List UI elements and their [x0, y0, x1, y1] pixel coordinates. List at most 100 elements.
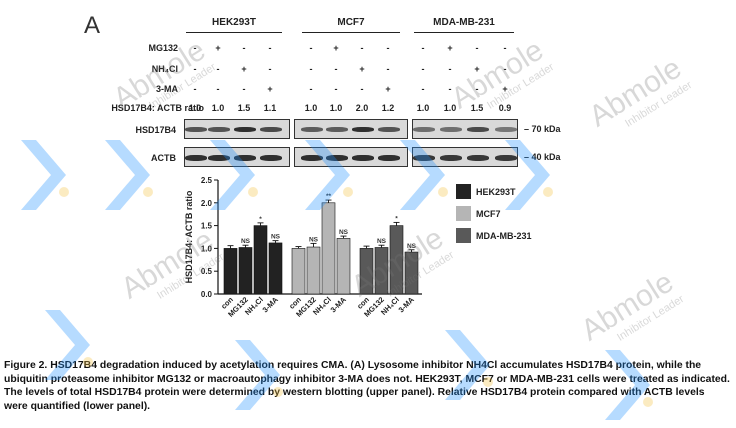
blot-panel [412, 119, 518, 139]
blot-band [495, 127, 517, 132]
blot-panel [184, 147, 290, 167]
treatment-cell: - [334, 64, 338, 74]
cell-line-underline [186, 32, 282, 33]
bar [359, 248, 374, 295]
blot-band [208, 127, 230, 132]
blot-band [352, 127, 374, 132]
treatment-cell: - [386, 43, 390, 53]
treatment-cell: - [503, 43, 507, 53]
treatment-cell: + [474, 64, 480, 74]
treatment-cell: + [333, 43, 339, 53]
bar [389, 225, 404, 295]
y-tick-label: 1.0 [201, 244, 213, 253]
category-label: 3-MA [329, 295, 349, 315]
ratio-value: 1.0 [329, 103, 343, 113]
treatment-cell: - [475, 43, 479, 53]
blot-band [440, 155, 462, 161]
treatment-cell: - [421, 64, 425, 74]
treatment-label: NH₄Cl [151, 64, 178, 74]
treatment-cell: + [267, 84, 273, 94]
blot-band [208, 155, 230, 161]
treatment-cell: - [448, 64, 452, 74]
bar [336, 238, 351, 295]
svg-text:Inhibitor Leader: Inhibitor Leader [623, 79, 694, 130]
significance-label: NS [309, 236, 319, 243]
y-tick-label: 2.5 [201, 176, 213, 185]
bar [404, 251, 419, 295]
treatment-cell: - [503, 64, 507, 74]
legend-label: HEK293T [476, 187, 516, 197]
significance-label: * [395, 215, 398, 222]
bar [291, 248, 306, 295]
blot-panel [294, 147, 408, 167]
watermark-chevron-icon [16, 140, 76, 215]
category-label: 3-MA [261, 295, 281, 315]
y-axis-label: HSD17B4: ACTB ratio [184, 190, 194, 283]
treatment-cell: + [359, 64, 365, 74]
ratio-value: 1.0 [304, 103, 318, 113]
blot-band [301, 155, 323, 161]
ratio-value: 1.1 [263, 103, 277, 113]
y-tick-label: 2.0 [201, 199, 213, 208]
treatment-cell: - [448, 84, 452, 94]
treatment-cell: + [385, 84, 391, 94]
treatment-cell: + [502, 84, 508, 94]
blot-band [260, 155, 282, 161]
blot-band [234, 127, 256, 132]
blot-band [378, 127, 400, 132]
y-tick-label: 1.5 [201, 222, 213, 231]
y-tick-label: 0.5 [201, 267, 213, 276]
figure-caption: Figure 2. HSD17B4 degradation induced by… [4, 360, 730, 412]
ratio-value: 0.9 [498, 103, 512, 113]
ratio-value: 1.5 [237, 103, 251, 113]
significance-label: NS [377, 238, 387, 245]
treatment-label: 3-MA [156, 84, 178, 94]
treatment-label: MG132 [148, 43, 178, 53]
treatment-cell: - [216, 64, 220, 74]
significance-label: * [259, 216, 262, 223]
bar [268, 242, 283, 295]
bar [321, 202, 336, 295]
blot-band [260, 127, 282, 132]
treatment-cell: - [242, 43, 246, 53]
significance-label: NS [407, 243, 417, 250]
blot-band [301, 127, 323, 132]
legend-swatch [456, 184, 471, 199]
legend-swatch [456, 206, 471, 221]
bar [306, 246, 321, 295]
significance-label: ** [326, 193, 332, 200]
treatment-cell: - [193, 84, 197, 94]
cell-line-header: MCF7 [337, 17, 365, 28]
treatment-cell: - [309, 84, 313, 94]
blot-label: ACTB [151, 153, 176, 163]
svg-text:Inhibitor Leader: Inhibitor Leader [615, 293, 686, 344]
blot-band [495, 155, 517, 161]
treatment-cell: - [421, 84, 425, 94]
significance-label: NS [241, 238, 251, 245]
svg-text:Abmole: Abmole [576, 265, 680, 347]
treatment-cell: - [309, 64, 313, 74]
treatment-cell: - [334, 84, 338, 94]
panel-letter: A [84, 12, 101, 39]
blot-band [326, 155, 348, 161]
abmole-watermark-logo: Abmole Inhibitor Leader [568, 48, 718, 143]
blot-band [185, 155, 207, 161]
bar [374, 247, 389, 295]
blot-band [352, 155, 374, 161]
y-tick-label: 0.0 [201, 290, 213, 299]
category-label: 3-MA [397, 295, 417, 315]
legend-label: MCF7 [476, 209, 501, 219]
cell-line-header: HEK293T [212, 17, 256, 28]
blot-band [467, 155, 489, 161]
blot-band [378, 155, 400, 161]
kda-marker: – 40 kDa [524, 152, 561, 162]
ratio-value: 1.5 [470, 103, 484, 113]
blot-band [413, 127, 435, 132]
abmole-watermark-logo: Abmole Inhibitor Leader [560, 262, 710, 357]
legend-swatch [456, 228, 471, 243]
blot-band [440, 127, 462, 132]
blot-label: HSD17B4 [135, 125, 176, 135]
ratio-value: 1.0 [211, 103, 225, 113]
svg-text:Abmole: Abmole [584, 51, 688, 133]
cell-line-underline [302, 32, 400, 33]
